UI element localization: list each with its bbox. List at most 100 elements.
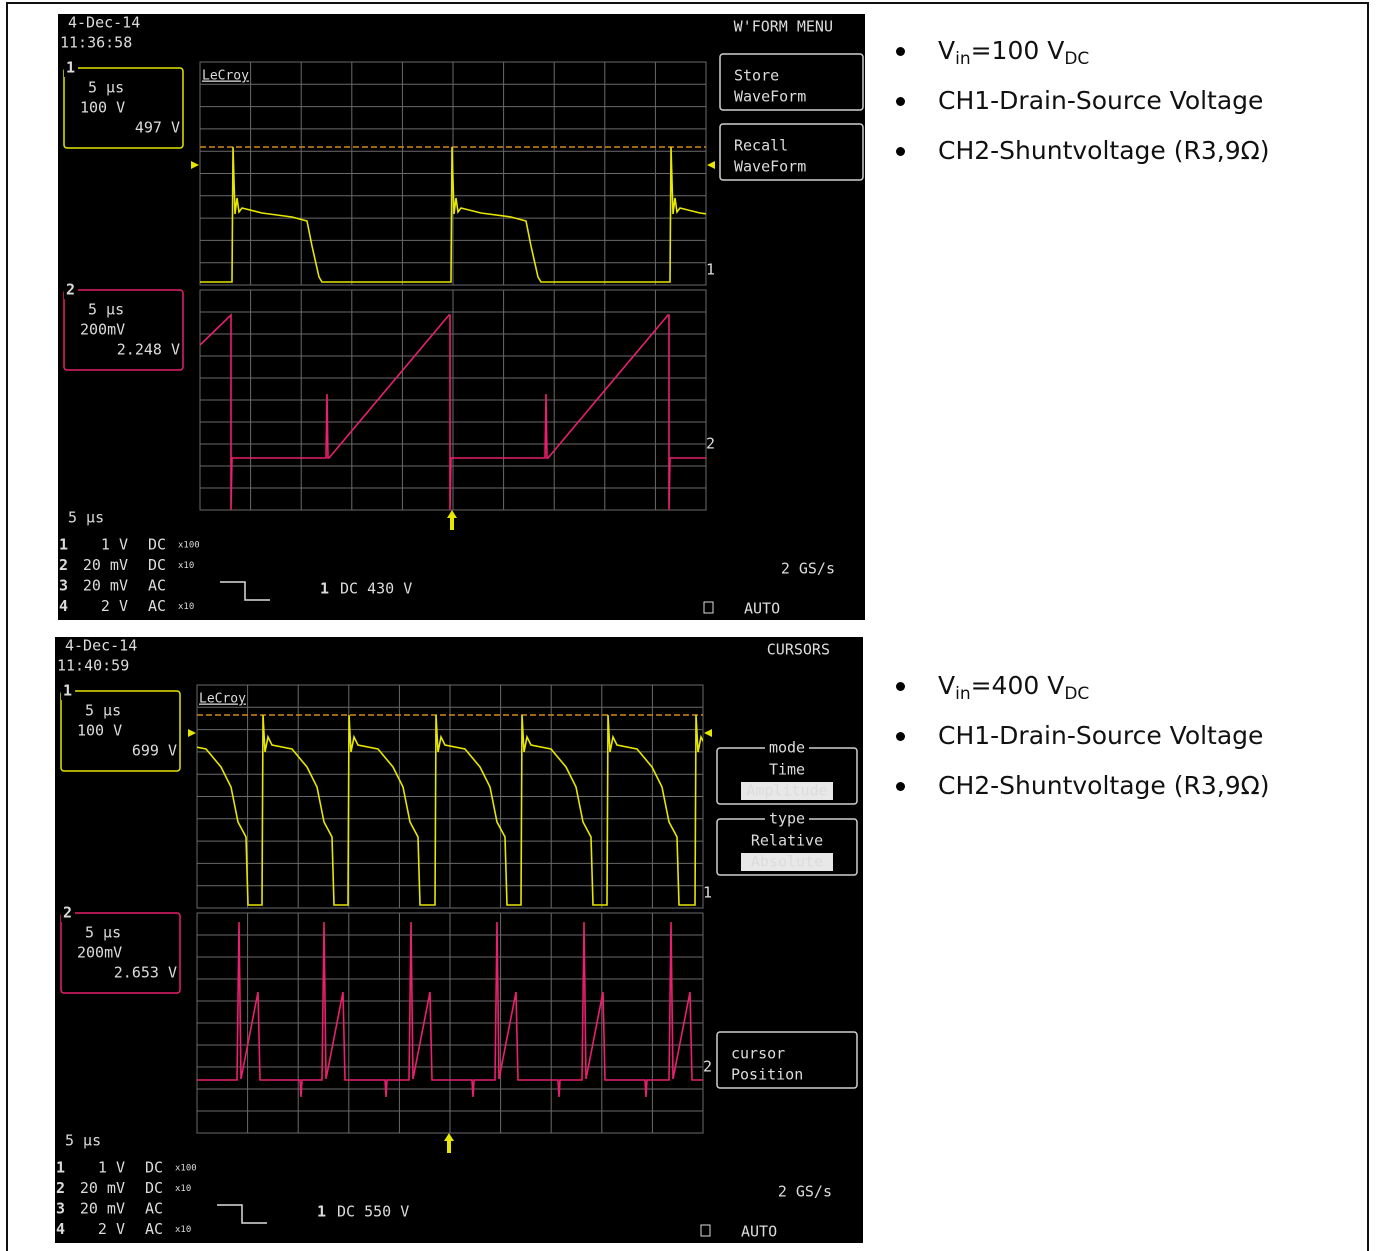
bullet-item: CH1-Drain-Source Voltage <box>890 719 1269 769</box>
channel-number: 1 <box>56 1159 65 1177</box>
menu-title: CURSORS <box>767 641 830 659</box>
channel-probe: x10 <box>178 602 194 612</box>
button-label: type <box>769 810 805 828</box>
channel-scale: 2 V <box>101 597 128 615</box>
channel-timebase: 5 μs <box>85 702 121 720</box>
channel-timebase: 5 μs <box>88 301 124 319</box>
channel-number: 2 <box>56 1179 65 1197</box>
channel-probe: x10 <box>175 1225 191 1235</box>
channel-value: 699 V <box>132 742 177 760</box>
bullet-text: =400 V <box>971 671 1065 700</box>
button-text: WaveForm <box>734 158 806 176</box>
status-box <box>701 1225 710 1236</box>
channel-value: 497 V <box>135 119 180 137</box>
bullet-text: V <box>938 36 955 65</box>
button-text: Amplitude <box>746 782 827 800</box>
channel-probe: x10 <box>178 561 194 571</box>
bullet-item: Vin=100 VDC <box>890 34 1269 84</box>
bullet-item: CH2-Shuntvoltage (R3,9Ω) <box>890 769 1269 819</box>
waveform-ch2 <box>200 315 865 510</box>
channel-coupling: DC <box>145 1159 163 1177</box>
waveform-ch2 <box>197 922 734 1097</box>
channel-scale: 100 V <box>80 99 125 117</box>
channel-number: 3 <box>56 1200 65 1218</box>
trigger-setting: DC 430 V <box>340 580 412 598</box>
channel-scale: 20 mV <box>83 556 128 574</box>
subscript: DC <box>1064 49 1089 69</box>
channel-coupling: DC <box>145 1179 163 1197</box>
channel-scale: 1 V <box>98 1159 125 1177</box>
channel-number: 2 <box>59 556 68 574</box>
channel-scale: 200mV <box>77 944 122 962</box>
channel-scale: 1 V <box>101 536 128 554</box>
channel-scale: 2 V <box>98 1220 125 1238</box>
channel-number: 1 <box>59 536 68 554</box>
subscript: DC <box>1064 684 1089 704</box>
channel-coupling: DC <box>148 536 166 554</box>
trace-marker: 2 <box>703 1058 712 1076</box>
bullet-text: CH2-Shuntvoltage (R3,9Ω) <box>938 136 1269 165</box>
channel-value: 2.653 V <box>114 964 177 982</box>
date: 4-Dec-14 <box>68 14 140 32</box>
channel-coupling: DC <box>148 556 166 574</box>
trigger-channel: 1 <box>317 1203 326 1221</box>
logo: LeCroy <box>202 69 249 84</box>
button-text: cursor <box>731 1045 785 1063</box>
button-text: WaveForm <box>734 88 806 106</box>
page: {"scopes": [ {"date": "4-Dec-14", "time"… <box>0 0 1377 1251</box>
logo: LeCroy <box>199 692 246 707</box>
button-label: mode <box>769 739 805 757</box>
date: 4-Dec-14 <box>65 637 137 655</box>
channel-timebase: 5 μs <box>85 924 121 942</box>
status-box <box>704 602 713 613</box>
menu-title: W'FORM MENU <box>734 18 833 36</box>
channel-scale: 100 V <box>77 722 122 740</box>
trace-marker: 2 <box>706 435 715 453</box>
channel-number: 1 <box>66 59 75 77</box>
oscilloscope-screen: 4-Dec-14 11:40:59 CURSORS LeCroy mode Time Amp… <box>55 637 863 1243</box>
trace-marker: 1 <box>706 261 715 279</box>
subscript: in <box>955 684 971 704</box>
channel-scale: 200mV <box>80 321 125 339</box>
trigger-arrow <box>444 1133 454 1153</box>
bullet-text: CH1-Drain-Source Voltage <box>938 721 1263 750</box>
button-text: Time <box>769 761 805 779</box>
bullet-text: CH2-Shuntvoltage (R3,9Ω) <box>938 771 1269 800</box>
time: 11:40:59 <box>57 657 129 675</box>
time: 11:36:58 <box>60 34 132 52</box>
bullet-text: CH1-Drain-Source Voltage <box>938 86 1263 115</box>
channel-number: 1 <box>63 682 72 700</box>
channel-coupling: AC <box>145 1200 163 1218</box>
channel-timebase: 5 μs <box>88 79 124 97</box>
channel-probe: x100 <box>175 1164 197 1174</box>
trigger-setting: DC 550 V <box>337 1203 409 1221</box>
button-text: Relative <box>751 832 823 850</box>
bullet-text: V <box>938 671 955 700</box>
trace-marker: 1 <box>703 884 712 902</box>
channel-coupling: AC <box>148 577 166 595</box>
channel-coupling: AC <box>148 597 166 615</box>
channel-number: 2 <box>66 281 75 299</box>
channel-probe: x100 <box>178 541 200 551</box>
bullet-item: CH1-Drain-Source Voltage <box>890 84 1269 134</box>
sample-rate: 2 GS/s <box>781 560 835 578</box>
button-text: Store <box>734 67 779 85</box>
timebase: 5 μs <box>68 509 104 527</box>
channel-probe: x10 <box>175 1184 191 1194</box>
waveform-ch1 <box>200 147 760 282</box>
timebase: 5 μs <box>65 1132 101 1150</box>
channel-number: 2 <box>63 904 72 922</box>
button-text: Recall <box>734 137 788 155</box>
channel-number: 3 <box>59 577 68 595</box>
mode: AUTO <box>741 1223 777 1241</box>
trigger-arrow <box>447 510 457 530</box>
channel-scale: 20 mV <box>83 577 128 595</box>
channel-value: 2.248 V <box>117 341 180 359</box>
button-text: Position <box>731 1066 803 1084</box>
channel-number: 4 <box>59 597 68 615</box>
bullet-text: =100 V <box>971 36 1065 65</box>
channel-scale: 20 mV <box>80 1200 125 1218</box>
channel-coupling: AC <box>145 1220 163 1238</box>
channel-scale: 20 mV <box>80 1179 125 1197</box>
